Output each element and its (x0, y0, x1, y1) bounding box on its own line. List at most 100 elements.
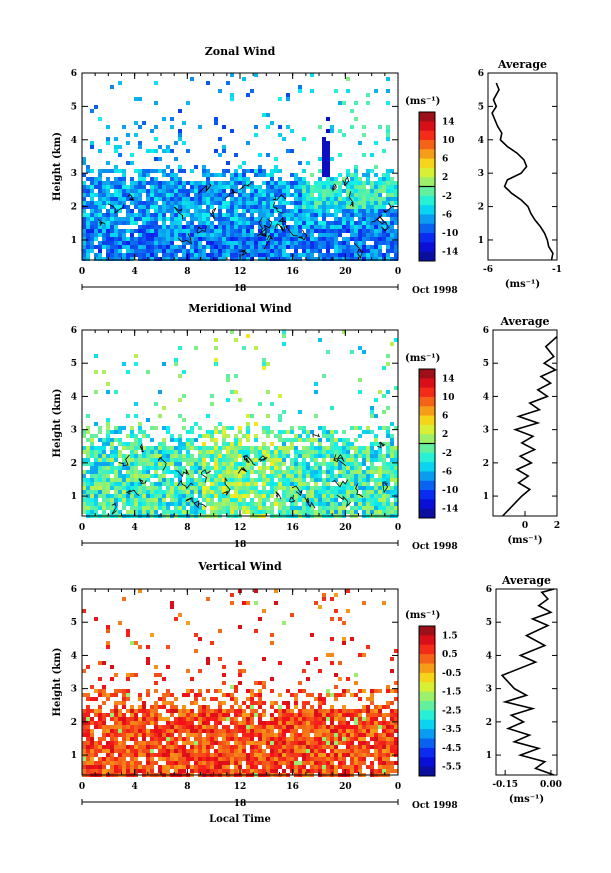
profile-title: Average (497, 58, 547, 71)
profile-y-tick-label: 6 (483, 326, 489, 336)
contour-line (382, 202, 392, 213)
colorbar-band (419, 378, 435, 389)
y-tick-label: 3 (71, 426, 77, 436)
profile-line (500, 588, 555, 776)
contour-line (196, 226, 207, 234)
colorbar-band (419, 766, 435, 777)
contour-line (334, 454, 345, 463)
colorbar-label: (ms⁻¹) (405, 610, 440, 621)
contour-line (237, 467, 248, 474)
profile-title: Average (499, 315, 549, 328)
colorbar-band (419, 499, 435, 510)
y-tick-label: 1 (71, 751, 77, 761)
profile-y-tick-label: 5 (478, 102, 484, 112)
contour-line (238, 181, 253, 191)
profile-x-label: (ms⁻¹) (509, 794, 544, 805)
month-label: Oct 1998 (412, 286, 458, 296)
contour-line (285, 224, 298, 237)
x-tick-label: 8 (184, 523, 190, 533)
contour-line (242, 454, 250, 464)
contour-line (197, 183, 212, 194)
colorbar: (ms⁻¹)1.5 0.5 -0.5 -1.5 -2.5 -3.5 -4.5 -5.5 (405, 610, 461, 777)
colorbar-label: (ms⁻¹) (405, 96, 440, 107)
profile-x-label: (ms⁻¹) (507, 535, 542, 546)
colorbar-tick-label: 14 (442, 117, 455, 127)
colorbar-tick-label: -4.5 (442, 744, 461, 754)
colorbar-tick-label: -6 (442, 467, 452, 477)
profile-x-tick-label: 2 (554, 521, 560, 531)
y-tick-label: 5 (71, 359, 77, 369)
x-tick-label: 0 (79, 267, 85, 277)
colorbar-tick-label: 0.5 (442, 650, 458, 660)
colorbar-band (419, 130, 435, 141)
date-marker: 18 (234, 284, 247, 294)
y-tick-label: 3 (71, 169, 77, 179)
profile-y-tick-label: 1 (483, 492, 489, 502)
colorbar-band (419, 387, 435, 398)
profile-y-tick-label: 4 (478, 136, 484, 146)
colorbar-band (419, 415, 435, 426)
x-axis-label: Local Time (209, 814, 271, 825)
profile-y-tick-label: 1 (486, 751, 492, 761)
contour-line (175, 468, 189, 478)
x-tick-label: 20 (339, 523, 352, 533)
colorbar-label: (ms⁻¹) (405, 353, 440, 364)
colorbar-band (419, 233, 435, 243)
colorbar-band (419, 672, 435, 683)
contour-line (125, 489, 140, 497)
colorbar-tick-label: -2.5 (442, 706, 461, 716)
contour-line (118, 454, 130, 467)
contour-line (304, 497, 316, 509)
colorbar-tick-label: -1.5 (442, 688, 461, 698)
colorbar-band (419, 121, 435, 132)
y-tick-label: 6 (71, 69, 77, 79)
colorbar-band (419, 177, 435, 187)
profile-y-tick-label: 4 (483, 392, 489, 402)
contour-line (261, 228, 268, 237)
contour-line (354, 243, 364, 259)
y-tick-label: 3 (71, 685, 77, 695)
date-marker: 18 (234, 540, 247, 550)
colorbar-band (419, 738, 435, 749)
colorbar-band (419, 139, 435, 150)
colorbar-tick-label: 10 (442, 136, 455, 146)
colorbar-tick-label: 10 (442, 393, 455, 403)
contour-line (239, 249, 248, 257)
profile-y-tick-label: 5 (486, 618, 492, 628)
contour-line (274, 223, 285, 232)
contour-line (177, 479, 194, 490)
contour-line (222, 477, 231, 496)
colorbar-band (419, 167, 435, 178)
x-tick-label: 4 (132, 782, 138, 792)
y-tick-label: 1 (71, 236, 77, 246)
contour-line (332, 479, 349, 488)
colorbar-band (419, 462, 435, 472)
x-tick-label: 16 (286, 782, 299, 792)
contour-line (139, 443, 144, 452)
colorbar-band (419, 635, 435, 646)
panel-title: Meridional Wind (188, 302, 292, 315)
colorbar-band (419, 710, 435, 721)
colorbar-band (419, 195, 435, 206)
x-tick-label: 4 (132, 523, 138, 533)
colorbar: (ms⁻¹)14 10 6 2 -2 -6 -10 -14 (405, 96, 458, 262)
profile-y-tick-label: 5 (483, 359, 489, 369)
contour-line (224, 188, 238, 199)
contour-line (272, 201, 284, 214)
profile-y-tick-label: 4 (486, 651, 492, 661)
colorbar-band (419, 508, 435, 519)
colorbar-band (419, 242, 435, 253)
y-tick-label: 5 (71, 618, 77, 628)
colorbar-band (419, 452, 435, 463)
x-tick-label: 12 (234, 523, 247, 533)
colorbar-band (419, 757, 435, 768)
x-tick-label: 0 (395, 267, 401, 277)
contour-line (379, 216, 389, 232)
colorbar-band (419, 626, 435, 636)
x-tick-label: 8 (184, 782, 190, 792)
month-label: Oct 1998 (412, 801, 458, 811)
colorbar-band (419, 729, 435, 739)
colorbar-band (419, 186, 435, 197)
y-tick-label: 2 (71, 718, 77, 728)
profile-title: Average (501, 574, 551, 587)
